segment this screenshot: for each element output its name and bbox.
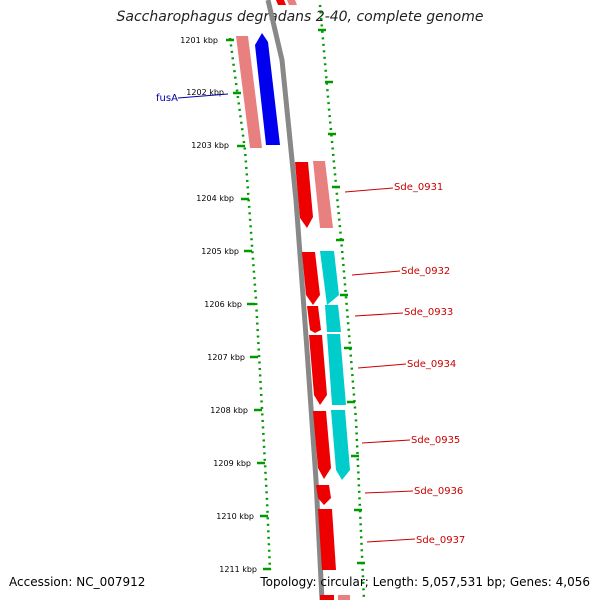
gene-cyan-0934[interactable]	[327, 334, 346, 405]
gene-red-0935[interactable]	[313, 411, 331, 479]
gene-pink-bottom-partial	[338, 595, 350, 600]
genome-summary-text: Topology: circular; Length: 5,057,531 bp…	[260, 575, 590, 589]
gene-label-sde0934[interactable]: Sde_0934	[407, 359, 456, 370]
genome-backbone	[265, 0, 325, 600]
gene-label-sde0933[interactable]: Sde_0933	[404, 307, 453, 318]
tick-label-1211: 1211 kbp	[219, 565, 257, 574]
tick-label-1207: 1207 kbp	[207, 353, 245, 362]
top-partial-genes	[276, 0, 297, 5]
gene-label-sde0932[interactable]: Sde_0932	[401, 266, 450, 277]
gene-red-0934[interactable]	[309, 335, 327, 405]
tick-label-1203: 1203 kbp	[191, 141, 229, 150]
tick-label-1209: 1209 kbp	[213, 459, 251, 468]
gene-red-0930[interactable]	[295, 162, 313, 228]
tick-label-1202: 1202 kbp	[186, 88, 224, 97]
map-title: Saccharophagus degradans 2-40, complete …	[116, 9, 484, 25]
gene-cyan-0933[interactable]	[325, 305, 341, 332]
tick-label-1205: 1205 kbp	[201, 247, 239, 256]
gene-cyan-0935[interactable]	[331, 410, 350, 480]
gene-label-sde0937[interactable]: Sde_0937	[416, 535, 465, 546]
gene-red-0933[interactable]	[307, 306, 321, 333]
gene-sde0931[interactable]	[313, 161, 333, 228]
gene-sde0936[interactable]	[316, 485, 331, 505]
tick-label-1204: 1204 kbp	[196, 194, 234, 203]
tick-label-1201: 1201 kbp	[180, 36, 218, 45]
gene-red-bottom-partial	[320, 595, 334, 600]
leader-lines	[177, 93, 416, 543]
tick-label-1210: 1210 kbp	[216, 512, 254, 521]
accession-text: Accession: NC_007912	[9, 575, 146, 589]
tick-label-1206: 1206 kbp	[204, 300, 242, 309]
gene-fusA[interactable]	[255, 33, 280, 145]
gene-labels: fusA Sde_0931 Sde_0932 Sde_0933 Sde_0934…	[156, 93, 465, 546]
tick-label-1208: 1208 kbp	[210, 406, 248, 415]
gene-label-sde0935[interactable]: Sde_0935	[411, 435, 460, 446]
gene-sde0937[interactable]	[318, 509, 336, 570]
left-tick-marks	[226, 38, 271, 571]
tick-labels: 1201 kbp 1202 kbp 1203 kbp 1204 kbp 1205…	[180, 36, 257, 574]
gene-red-0932a[interactable]	[302, 252, 320, 305]
right-tick-marks	[318, 28, 365, 565]
gene-pink-upper[interactable]	[236, 36, 262, 148]
gene-label-sde0936[interactable]: Sde_0936	[414, 486, 463, 497]
gene-cyan-0932[interactable]	[320, 251, 339, 305]
gene-label-fusA[interactable]: fusA	[156, 93, 178, 104]
gene-label-sde0931[interactable]: Sde_0931	[394, 182, 443, 193]
